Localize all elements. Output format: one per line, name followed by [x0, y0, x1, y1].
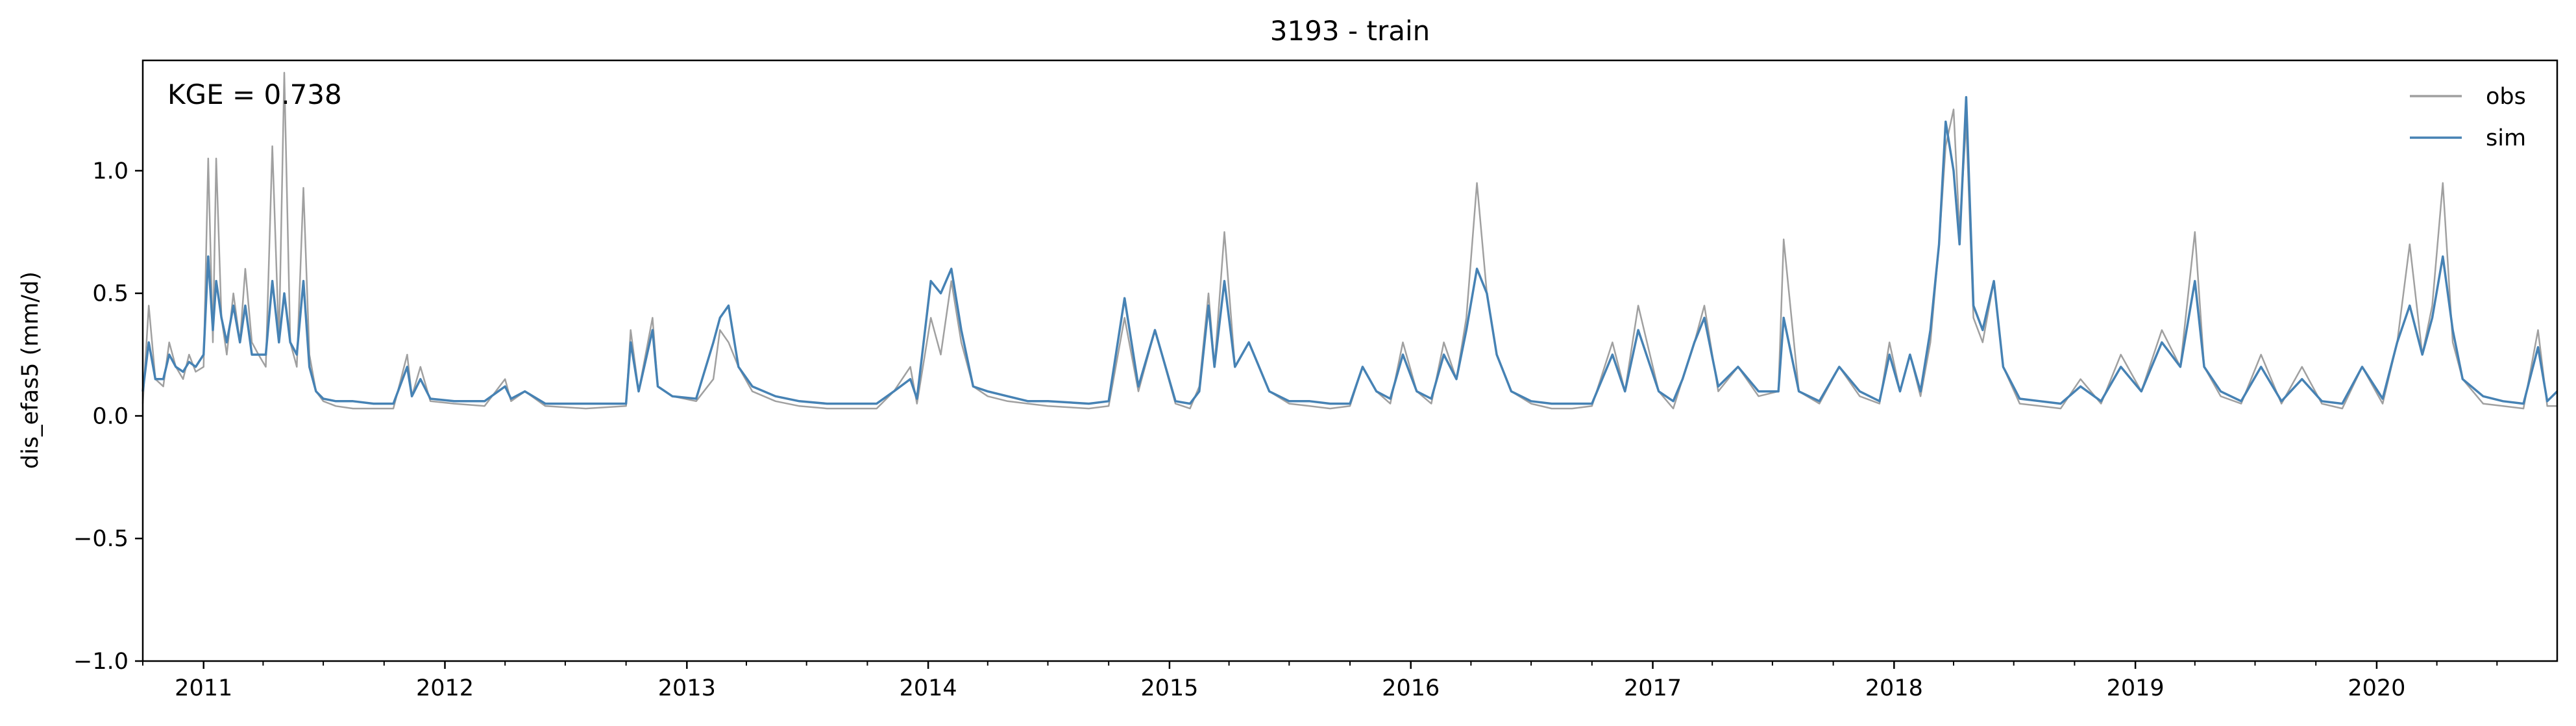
y-tick-label: 1.0 [92, 158, 129, 184]
x-tick-label: 2011 [175, 675, 232, 701]
legend-label-obs: obs [2486, 84, 2526, 110]
x-tick-label: 2015 [1140, 675, 1198, 701]
plot-frame [141, 59, 2558, 662]
y-tick-label: −1.0 [73, 649, 129, 675]
x-tick-label: 2019 [2107, 675, 2165, 701]
legend-label-sim: sim [2486, 125, 2526, 151]
y-tick-label: −0.5 [73, 526, 129, 552]
series-line-obs [141, 71, 2557, 410]
x-tick-label: 2017 [1624, 675, 1682, 701]
legend: obs sim [2410, 84, 2526, 151]
series-line-sim [141, 95, 2558, 405]
x-tick-label: 2016 [1382, 675, 1440, 701]
x-tick-label: 2012 [416, 675, 474, 701]
kge-annotation: KGE = 0.738 [167, 79, 342, 110]
series-layer [141, 71, 2558, 410]
y-axis-label: dis_efas5 (mm/d) [18, 271, 43, 469]
x-tick-label: 2020 [2348, 675, 2405, 701]
x-tick-label: 2013 [658, 675, 716, 701]
y-ticks: −1.0 −0.5 0.0 0.5 1.0 [73, 158, 143, 675]
x-tick-label: 2018 [1865, 675, 1923, 701]
y-tick-label: 0.5 [92, 281, 129, 307]
x-ticks: 2011 2012 2013 2014 2015 2016 2017 2018 2019 2020 [142, 661, 2498, 701]
x-tick-label: 2014 [900, 675, 957, 701]
y-tick-label: 0.0 [92, 403, 129, 429]
chart-title: 3193 - train [1270, 15, 1430, 47]
